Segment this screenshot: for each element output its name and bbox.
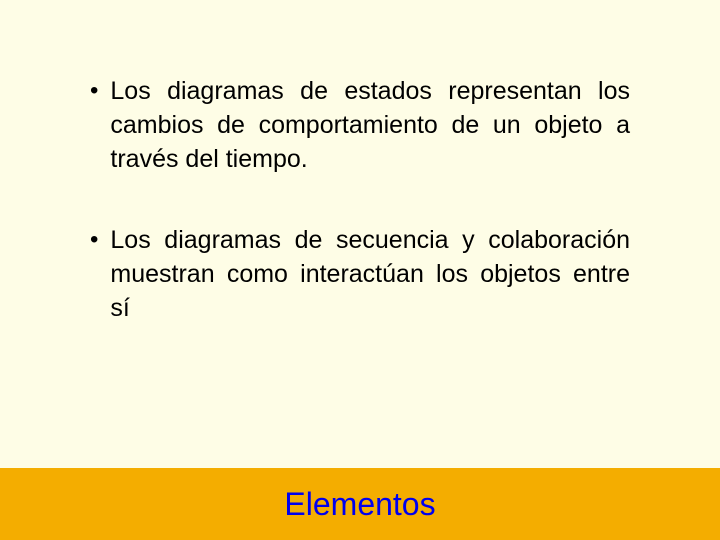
bullet-marker-icon: • xyxy=(90,224,98,256)
bullet-marker-icon: • xyxy=(90,75,98,107)
bullet-text: Los diagramas de estados representan los… xyxy=(110,75,630,176)
footer-title: Elementos xyxy=(284,486,435,523)
bullet-item: • Los diagramas de secuencia y colaborac… xyxy=(90,224,630,325)
slide-content: • Los diagramas de estados representan l… xyxy=(0,0,720,326)
bullet-text: Los diagramas de secuencia y colaboració… xyxy=(110,224,630,325)
bullet-item: • Los diagramas de estados representan l… xyxy=(90,75,630,176)
footer-band: Elementos xyxy=(0,468,720,540)
